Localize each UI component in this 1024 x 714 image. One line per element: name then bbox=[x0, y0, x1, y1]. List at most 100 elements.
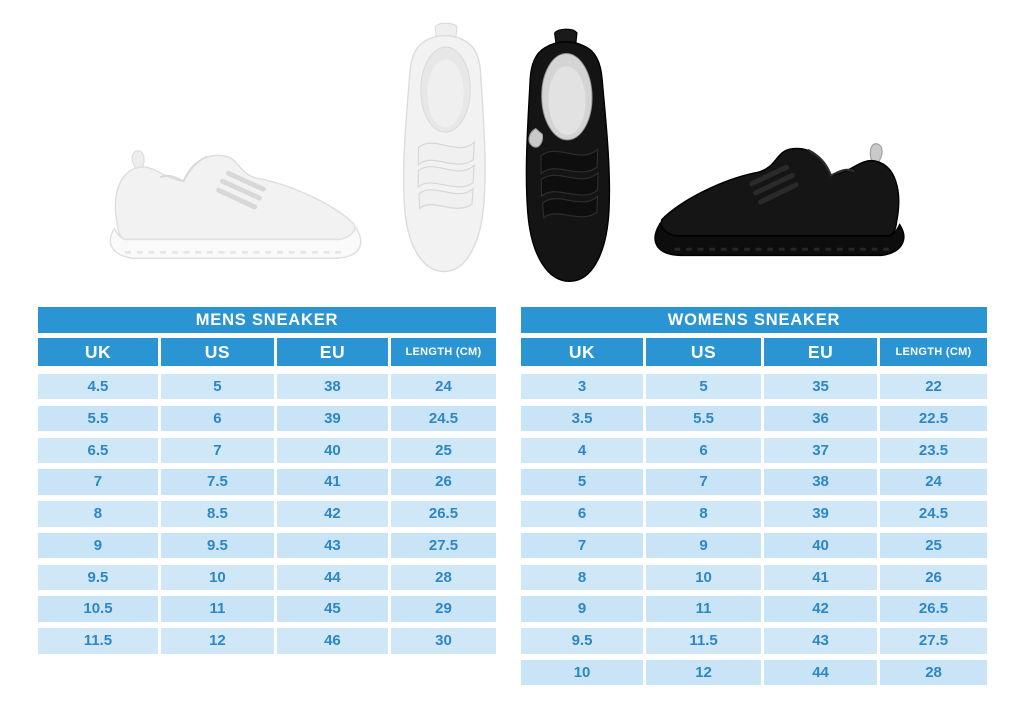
size-cell: 25 bbox=[390, 437, 496, 463]
size-cell: 45 bbox=[276, 596, 388, 622]
size-cell: 6 bbox=[521, 501, 644, 527]
size-cell: 43 bbox=[276, 532, 388, 559]
size-cell: 26 bbox=[390, 469, 496, 495]
mens-table-title: MENS SNEAKER bbox=[38, 307, 496, 333]
lace-ruffles bbox=[417, 140, 476, 210]
size-cell: 39 bbox=[276, 405, 388, 432]
size-cell: 40 bbox=[764, 532, 878, 559]
size-cell: 11.5 bbox=[38, 628, 158, 654]
black-sneaker-side-photo bbox=[654, 143, 905, 257]
size-cell: 38 bbox=[764, 469, 878, 495]
size-cell: 26.5 bbox=[390, 501, 496, 527]
womens-table-body: 3 5 35 22 3.5 5.5 36 22.5 4 6 37 23.5 5 7 38 24 6 8 39 24.5… bbox=[521, 374, 987, 686]
size-cell: 44 bbox=[276, 564, 388, 591]
size-cell: 6.5 bbox=[38, 437, 158, 463]
size-row: 9 9.5 43 27.5 bbox=[38, 532, 496, 559]
column-header-us: US bbox=[646, 338, 762, 366]
mens-size-table: MENS SNEAKER UK US EU LENGTH (CM) 4.5 5 38 24 5… bbox=[38, 307, 496, 654]
womens-size-table: WOMENS SNEAKER UK US EU LENGTH (CM) 3 5 35 22 3… bbox=[521, 307, 987, 686]
size-row: 8 10 41 26 bbox=[521, 564, 987, 591]
size-row: 6 8 39 24.5 bbox=[521, 501, 987, 527]
size-cell: 24.5 bbox=[880, 501, 987, 527]
size-cell: 11.5 bbox=[646, 628, 762, 654]
size-cell: 8 bbox=[38, 501, 158, 527]
size-cell: 12 bbox=[646, 660, 762, 686]
size-row: 10.5 11 45 29 bbox=[38, 596, 496, 622]
size-cell: 3.5 bbox=[521, 405, 644, 432]
size-cell: 9.5 bbox=[521, 628, 644, 654]
size-cell: 28 bbox=[880, 660, 987, 686]
size-cell: 5 bbox=[646, 374, 762, 400]
size-cell: 44 bbox=[764, 660, 878, 686]
size-row: 4.5 5 38 24 bbox=[38, 374, 496, 400]
size-row: 3 5 35 22 bbox=[521, 374, 987, 400]
size-cell: 11 bbox=[160, 596, 274, 622]
mens-column-header-row: UK US EU LENGTH (CM) bbox=[38, 338, 496, 366]
size-cell: 24 bbox=[390, 374, 496, 400]
size-cell: 28 bbox=[390, 564, 496, 591]
size-cell: 7 bbox=[646, 469, 762, 495]
size-cell: 26.5 bbox=[880, 596, 987, 622]
size-cell: 46 bbox=[276, 628, 388, 654]
size-cell: 7 bbox=[521, 532, 644, 559]
size-cell: 42 bbox=[764, 596, 878, 622]
size-cell: 22.5 bbox=[880, 405, 987, 432]
size-row: 5 7 38 24 bbox=[521, 469, 987, 495]
size-row: 7 9 40 25 bbox=[521, 532, 987, 559]
size-cell: 39 bbox=[764, 501, 878, 527]
size-cell: 9 bbox=[38, 532, 158, 559]
size-cell: 9.5 bbox=[160, 532, 274, 559]
size-cell: 11 bbox=[646, 596, 762, 622]
size-cell: 30 bbox=[390, 628, 496, 654]
size-cell: 38 bbox=[276, 374, 388, 400]
size-cell: 42 bbox=[276, 501, 388, 527]
column-header-eu: EU bbox=[764, 338, 878, 366]
size-cell: 41 bbox=[276, 469, 388, 495]
size-cell: 27.5 bbox=[880, 628, 987, 654]
size-row: 3.5 5.5 36 22.5 bbox=[521, 405, 987, 432]
black-sneaker-top-photo bbox=[525, 28, 611, 282]
size-cell: 29 bbox=[390, 596, 496, 622]
size-cell: 23.5 bbox=[880, 437, 987, 463]
size-row: 9.5 11.5 43 27.5 bbox=[521, 628, 987, 654]
size-cell: 6 bbox=[160, 405, 274, 432]
size-cell: 8.5 bbox=[160, 501, 274, 527]
size-cell: 10 bbox=[160, 564, 274, 591]
size-cell: 43 bbox=[764, 628, 878, 654]
size-cell: 3 bbox=[521, 374, 644, 400]
mens-table-body: 4.5 5 38 24 5.5 6 39 24.5 6.5 7 40 25 7 7.5 41 26 8 8.5 42… bbox=[38, 374, 496, 654]
size-row: 8 8.5 42 26.5 bbox=[38, 501, 496, 527]
size-cell: 10 bbox=[521, 660, 644, 686]
laces bbox=[749, 164, 799, 205]
size-cell: 40 bbox=[276, 437, 388, 463]
size-cell: 36 bbox=[764, 405, 878, 432]
size-cell: 4 bbox=[521, 437, 644, 463]
size-cell: 5 bbox=[160, 374, 274, 400]
size-cell: 25 bbox=[880, 532, 987, 559]
size-row: 4 6 37 23.5 bbox=[521, 437, 987, 463]
size-cell: 10.5 bbox=[38, 596, 158, 622]
column-header-eu: EU bbox=[276, 338, 388, 366]
size-cell: 5.5 bbox=[38, 405, 158, 432]
size-cell: 12 bbox=[160, 628, 274, 654]
size-cell: 9 bbox=[646, 532, 762, 559]
womens-column-header-row: UK US EU LENGTH (CM) bbox=[521, 338, 987, 366]
size-cell: 7 bbox=[38, 469, 158, 495]
size-row: 6.5 7 40 25 bbox=[38, 437, 496, 463]
size-cell: 37 bbox=[764, 437, 878, 463]
size-cell: 8 bbox=[646, 501, 762, 527]
size-cell: 10 bbox=[646, 564, 762, 591]
column-header-length-cm: LENGTH (CM) bbox=[880, 338, 987, 366]
size-cell: 4.5 bbox=[38, 374, 158, 400]
size-row: 5.5 6 39 24.5 bbox=[38, 405, 496, 432]
size-cell: 27.5 bbox=[390, 532, 496, 559]
size-cell: 7 bbox=[160, 437, 274, 463]
size-cell: 7.5 bbox=[160, 469, 274, 495]
size-cell: 5.5 bbox=[646, 405, 762, 432]
size-cell: 5 bbox=[521, 469, 644, 495]
size-cell: 24 bbox=[880, 469, 987, 495]
column-header-uk: UK bbox=[38, 338, 158, 366]
size-cell: 8 bbox=[521, 564, 644, 591]
size-row: 9.5 10 44 28 bbox=[38, 564, 496, 591]
